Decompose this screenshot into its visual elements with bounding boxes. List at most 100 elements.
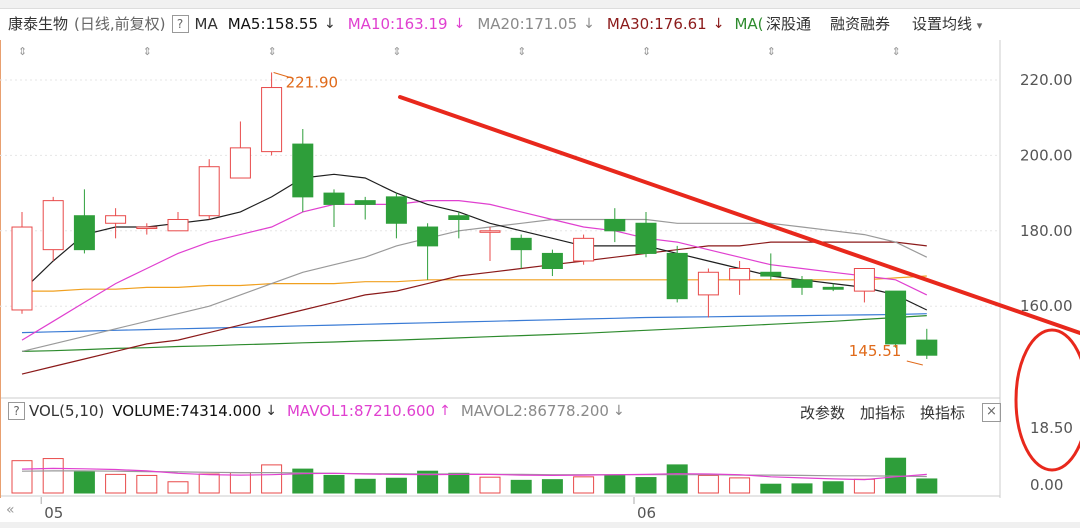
stock-name: 康泰生物 (8, 15, 69, 33)
volume-arrow: ↓ (265, 403, 277, 419)
candle-body (261, 87, 283, 153)
candle-body (853, 268, 875, 292)
candle-body (791, 279, 813, 288)
ma-orange-line (22, 275, 927, 292)
candle (885, 290, 907, 348)
caret-icon: ▾ (976, 19, 983, 32)
volume-value: VOLUME:74314.000 (112, 402, 262, 420)
candle (229, 121, 251, 179)
volume-bar (573, 476, 595, 494)
candle-body (604, 218, 626, 232)
ma-blue-line (21, 313, 927, 334)
candle (760, 253, 782, 280)
mavol1-line (21, 467, 927, 481)
volume-bar (292, 468, 314, 494)
candle (11, 211, 33, 314)
sgt-button[interactable]: 深股通 (766, 15, 812, 33)
volume-bar (198, 473, 220, 494)
min-price-label: 145.51 (849, 342, 902, 360)
y-tick-label: 220.00 (1020, 71, 1073, 89)
candle-body (697, 271, 719, 296)
volume-bar (791, 483, 813, 494)
volume-bar (604, 474, 626, 494)
bottom-scrollbar (0, 522, 1080, 528)
close-icon[interactable]: × (982, 403, 1001, 422)
event-marker: ⇕ (892, 45, 901, 58)
candle-body (167, 218, 189, 232)
candle-body (448, 215, 470, 220)
candle-body (541, 252, 563, 269)
candle-body (323, 192, 345, 205)
ma5-value: MA5:158.55 (227, 14, 318, 33)
volume-bar (42, 458, 64, 494)
candle-body (885, 290, 907, 345)
volume-bar (666, 464, 688, 494)
top-tab-strip (0, 0, 1080, 9)
ma30-line (21, 241, 927, 375)
set-ma-label: 设置均线 (912, 15, 973, 33)
scroll-left-icon: « (6, 502, 15, 518)
candle-body (354, 200, 376, 205)
candle-body (666, 252, 688, 300)
ma30-value: MA30:176.61 (606, 14, 707, 33)
candle-body (822, 286, 844, 290)
ma10-value: MA10:163.19 (347, 14, 448, 33)
volume-bar (479, 476, 501, 494)
volume-bar (916, 478, 938, 494)
event-marker: ⇕ (392, 45, 401, 58)
candle (417, 223, 439, 280)
candle (385, 193, 407, 239)
mavol2-arrow: ↓ (612, 403, 625, 419)
volume-bar (853, 478, 875, 494)
candle (604, 208, 626, 243)
candle (666, 245, 688, 303)
event-marker: ⇕ (767, 45, 776, 58)
volume-bar (760, 483, 782, 494)
trend-annotation-line (398, 95, 1080, 335)
candle (791, 276, 813, 295)
volume-bar (261, 464, 283, 494)
candle-body (198, 166, 220, 217)
candle (573, 234, 595, 265)
ma-green-line (21, 315, 927, 352)
set-ma-button[interactable]: 设置均线 ▾ (912, 13, 982, 34)
candle (479, 227, 501, 261)
volume-help-icon[interactable]: ? (8, 402, 25, 420)
min-price-pointer (906, 360, 923, 366)
volume-header: ? VOL(5,10) VOLUME:74314.000 ↓ MAVOL1:87… (8, 402, 629, 420)
candle-body (573, 237, 595, 262)
switch-indicator-button[interactable]: 换指标 (920, 404, 966, 422)
volume-tick-label: 0.00 (1030, 476, 1063, 494)
candle-body (73, 215, 95, 251)
volume-bar (697, 474, 719, 494)
candle (198, 159, 220, 220)
ma20-arrow: ↓ (583, 15, 595, 32)
volume-bar (385, 477, 407, 494)
candle-body (729, 268, 751, 281)
candle (853, 268, 875, 303)
candle (73, 189, 95, 254)
mavol1-arrow: ↑ (439, 403, 451, 419)
candle-body (635, 222, 657, 254)
volume-bar (417, 470, 439, 494)
params-button[interactable]: 改参数 (800, 404, 846, 422)
ma-label: MA (194, 14, 218, 33)
mavol1-value: MAVOL1:87210.600 (286, 402, 436, 420)
help-icon[interactable]: ? (171, 14, 189, 33)
candle (354, 196, 376, 220)
ma60-value: MA( (734, 14, 764, 33)
volume-bar (635, 477, 657, 494)
candle-body (229, 147, 251, 179)
volume-bar (510, 479, 532, 494)
event-marker: ⇕ (642, 45, 651, 58)
candle (541, 249, 563, 277)
candle (136, 223, 158, 235)
candle-body (105, 215, 127, 224)
x-tick-label: 05 (44, 504, 63, 522)
rzrq-button[interactable]: 融资融券 (830, 15, 891, 33)
add-indicator-button[interactable]: 加指标 (860, 404, 906, 422)
y-tick-label: 200.00 (1020, 146, 1073, 164)
candle-body (292, 143, 314, 198)
candle (635, 211, 657, 258)
